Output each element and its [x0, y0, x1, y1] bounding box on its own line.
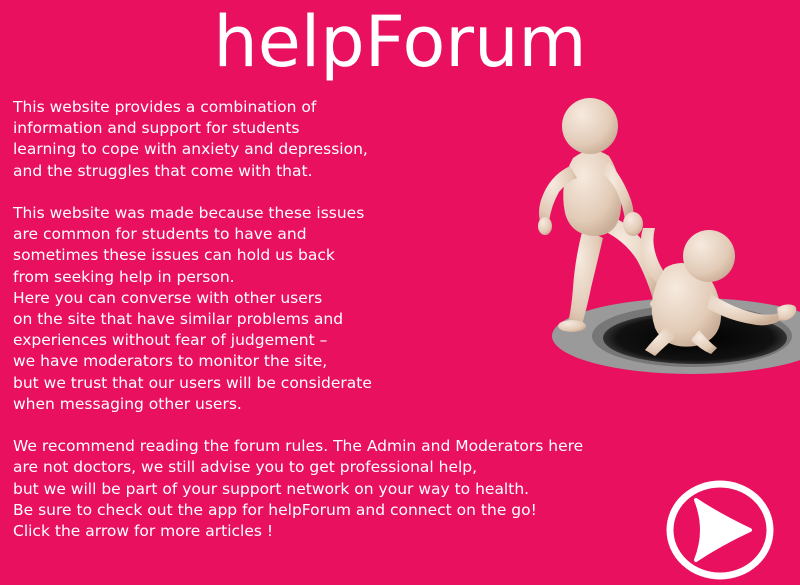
text-line: are not doctors, we still advise you to … — [13, 458, 478, 477]
climbing-figure — [640, 228, 797, 356]
text-line: but we trust that our users will be cons… — [13, 373, 372, 392]
text-line: This website was made because these issu… — [13, 204, 365, 222]
page-title: helpForum — [213, 1, 587, 83]
clasped-hands — [623, 212, 643, 236]
text-line: sometimes these issues can hold us back — [13, 246, 335, 265]
text-line: Click the arrow for more articles ! — [13, 522, 274, 541]
text-line: This website provides a combination of — [13, 98, 317, 116]
text-line: learning to cope with anxiety and depres… — [13, 140, 368, 159]
text-line: on the site that have similar problems a… — [13, 310, 344, 329]
text-line: from seeking help in person. — [13, 267, 235, 286]
text-line: when messaging other users. — [13, 394, 242, 413]
arrow-right-circle-icon[interactable] — [666, 480, 774, 580]
text-line: but we will be part of your support netw… — [13, 479, 530, 498]
helping-hand-figures-icon — [515, 88, 800, 383]
helping-hand-figures-illustration — [538, 98, 800, 374]
helper-figure — [538, 98, 674, 332]
intro-paragraph: This website provides a combination of i… — [13, 97, 703, 182]
text-line: are common for students to have and — [13, 225, 307, 244]
text-line: we have moderators to monitor the site, — [13, 352, 328, 371]
text-line: Here you can converse with other users — [13, 288, 323, 307]
text-line: experiences without fear of judgement – — [13, 331, 328, 350]
next-article-button[interactable] — [666, 480, 774, 580]
text-line: information and support for students — [13, 119, 300, 138]
purpose-paragraph: This website was made because these issu… — [13, 203, 703, 415]
intro-text: This website provides a combination of i… — [13, 97, 703, 542]
text-line: We recommend reading the forum rules. Th… — [13, 437, 584, 456]
text-line: Be sure to check out the app for helpFor… — [13, 500, 537, 519]
text-line: and the struggles that come with that. — [13, 161, 313, 180]
recommendation-paragraph: We recommend reading the forum rules. Th… — [13, 436, 703, 542]
